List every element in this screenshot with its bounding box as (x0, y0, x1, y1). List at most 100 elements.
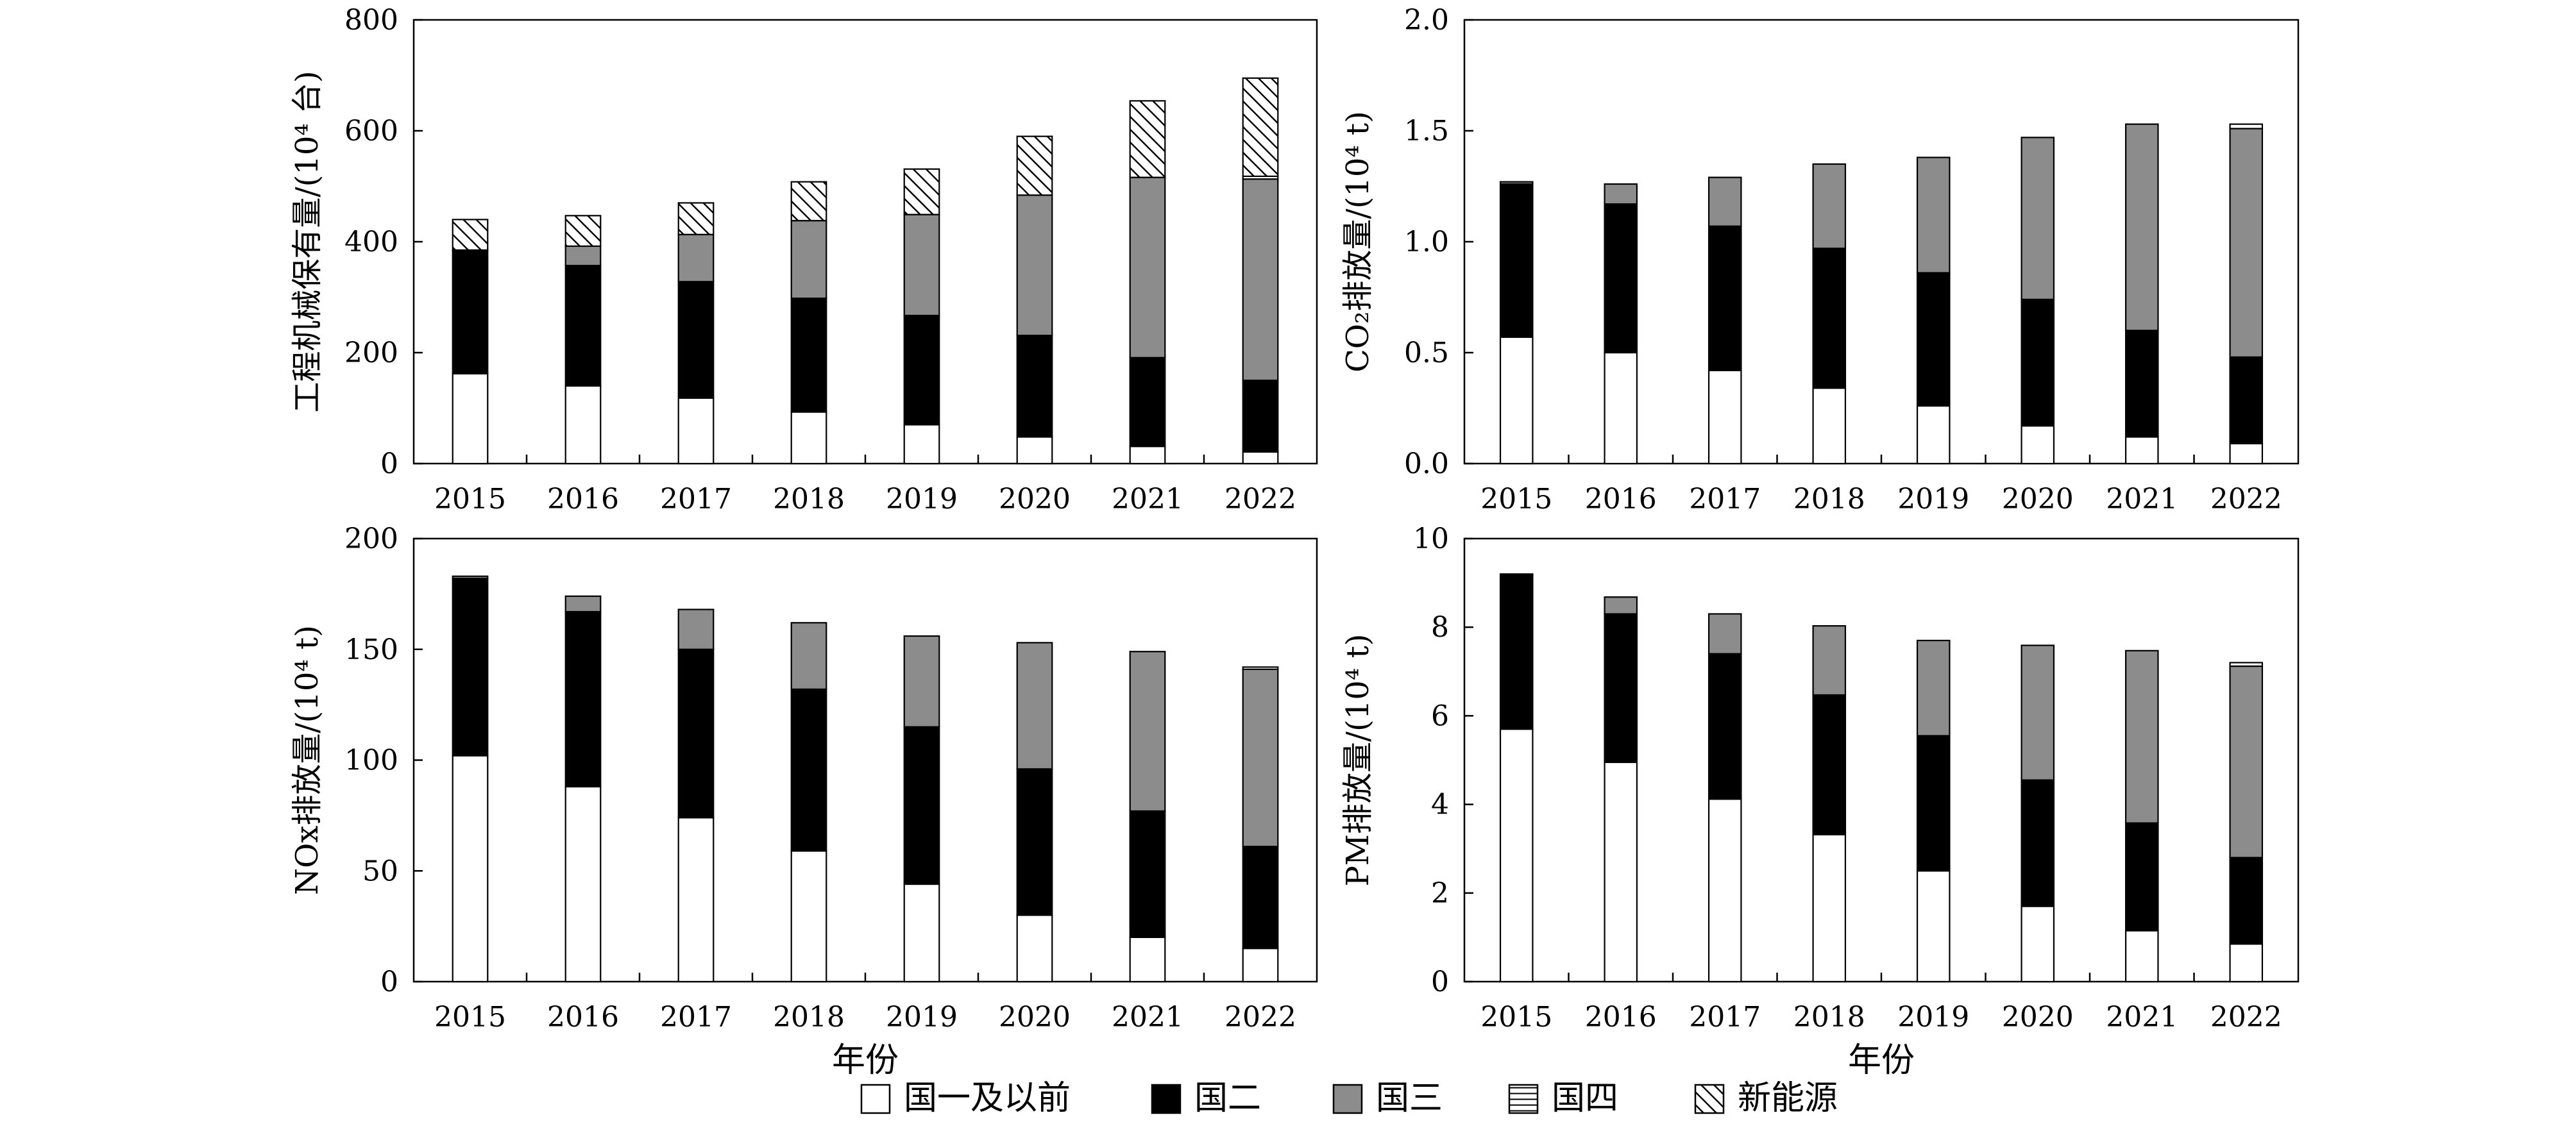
plot-area-frame (412, 19, 1318, 465)
bar-segment (1812, 247, 1847, 389)
y-axis-label: CO₂排放量/(10⁴ t) (1340, 111, 1376, 373)
bar-segment (1242, 668, 1279, 848)
x-tick-label: 2020 (2002, 1001, 2074, 1034)
bar-segment (1499, 181, 1534, 185)
x-tick-label: 2018 (1793, 1001, 1865, 1034)
x-tick-label: 2018 (1793, 483, 1865, 516)
bar-segment (903, 424, 940, 465)
bar-segment (1016, 335, 1053, 438)
legend-swatch (1332, 1084, 1363, 1114)
x-tick-label: 2021 (1112, 483, 1183, 516)
bar-segment (1707, 369, 1742, 465)
bar-segment (564, 385, 602, 465)
bar-segment (2021, 905, 2055, 983)
bar-segment (790, 220, 827, 299)
x-tick-label: 2022 (2210, 1001, 2282, 1034)
bar-segment (1604, 351, 1638, 465)
x-tick-label: 2019 (886, 483, 958, 516)
x-tick-label: 2018 (773, 1001, 845, 1034)
bar-segment (790, 411, 827, 465)
bar-segment (1129, 100, 1166, 178)
legend-label: 国一及以前 (904, 1079, 1071, 1118)
bar-segment (790, 850, 827, 983)
y-tick-label: 50 (362, 855, 398, 887)
bar-segment (1604, 183, 1638, 205)
x-tick-label: 2015 (434, 483, 506, 516)
bar-segment (1812, 834, 1847, 983)
y-tick-label: 600 (344, 115, 398, 147)
bar-segment (1812, 694, 1847, 835)
bar-segment (452, 219, 489, 251)
y-axis-label: 工程机械保有量/(10⁴ 台) (289, 71, 325, 412)
x-tick-label: 2015 (1480, 1001, 1552, 1034)
x-tick-label: 2022 (1224, 483, 1296, 516)
x-tick-label: 2017 (1689, 1001, 1761, 1034)
legend-swatch (1694, 1084, 1725, 1114)
bar-segment (790, 181, 827, 222)
bar-segment (2229, 665, 2264, 859)
bar-segment (1242, 666, 1279, 670)
x-tick-label: 2020 (2002, 483, 2074, 516)
bar-segment (677, 202, 715, 235)
chart-panel-vehicle-stock: 0 200 400 600 800 2015 2016 2017 2018 2019 2020 202… (289, 4, 1318, 516)
y-axis-label: PM排放量/(10⁴ t) (1340, 634, 1376, 887)
bar-segment (2229, 662, 2264, 667)
bar-segment (1916, 870, 1951, 983)
x-tick-label: 2016 (1585, 483, 1657, 516)
x-tick-label: 2022 (2210, 483, 2282, 516)
bar-segment (1812, 163, 1847, 249)
x-tick-label: 2017 (1689, 483, 1761, 516)
x-axis-label: 年份 (832, 1041, 899, 1080)
bar-segment (1242, 77, 1279, 178)
bar-segment (1604, 761, 1638, 983)
bar-segment (1016, 914, 1053, 983)
x-tick-label: 2015 (1480, 483, 1552, 516)
bar-segment (2229, 356, 2264, 444)
bar-segment (1129, 176, 1166, 358)
bar-segment (1707, 798, 1742, 983)
y-tick-label: 0.0 (1404, 448, 1449, 480)
bar-segment (564, 595, 602, 613)
y-tick-label: 200 (344, 337, 398, 369)
bar-segment (1242, 948, 1279, 983)
bar-segment (1242, 380, 1279, 453)
bar-segment (2229, 857, 2264, 945)
chart-legend: 国一及以前 国二 国三 国四 新能源 (860, 1079, 1838, 1118)
bar-segment (903, 726, 940, 885)
bar-segment (677, 397, 715, 465)
bar-segment (1129, 936, 1166, 983)
bar-segment (1016, 642, 1053, 770)
chart-panel-pm-emission: 0 2 4 6 8 10 2015 2016 2017 2018 2019 2020 2021 2022 P… (1340, 523, 2300, 1080)
bar-segment (2229, 128, 2264, 358)
bar-segment (1016, 135, 1053, 196)
x-tick-label: 2016 (1585, 1001, 1657, 1034)
bar-segment (1604, 203, 1638, 354)
bar-segment (903, 168, 940, 215)
bar-segment (452, 755, 489, 983)
y-tick-label: 200 (344, 523, 398, 555)
bar-segment (2124, 650, 2159, 824)
bar-segment (2021, 425, 2055, 465)
bar-segment (677, 648, 715, 819)
bar-segment (2021, 137, 2055, 301)
chart-panel-nox-emission: 0 50 100 150 200 2015 2016 2017 2018 2019 2020 2021… (289, 523, 1318, 1080)
bar-segment (1707, 653, 1742, 800)
y-tick-label: 1.5 (1404, 115, 1449, 147)
bar-segment (1016, 194, 1053, 337)
legend-label: 国二 (1194, 1079, 1261, 1118)
y-tick-label: 0.5 (1404, 337, 1449, 369)
legend-swatch (1151, 1084, 1182, 1114)
y-tick-label: 2 (1431, 877, 1449, 910)
bar-segment (2229, 943, 2264, 983)
bar-segment (1812, 387, 1847, 465)
bar-segment (452, 578, 489, 757)
y-tick-label: 800 (344, 4, 398, 37)
bar-segment (903, 214, 940, 317)
bar-segment (1707, 225, 1742, 371)
bar-segment (677, 817, 715, 983)
bar-segment (1707, 613, 1742, 655)
bar-segment (2124, 123, 2159, 331)
x-tick-label: 2021 (2106, 483, 2178, 516)
x-tick-label: 2021 (2106, 1001, 2178, 1034)
legend-swatch (1508, 1084, 1539, 1114)
